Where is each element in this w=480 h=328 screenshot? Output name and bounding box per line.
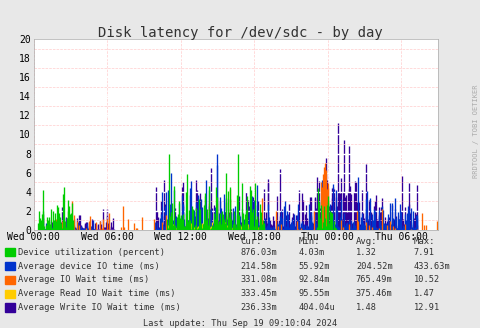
Text: Avg:: Avg: (355, 237, 377, 246)
Text: RRDTOOL / TOBI OETIKER: RRDTOOL / TOBI OETIKER (472, 84, 478, 178)
Text: 55.92m: 55.92m (298, 261, 329, 271)
Text: Last update: Thu Sep 19 09:10:04 2024: Last update: Thu Sep 19 09:10:04 2024 (143, 319, 337, 328)
Text: 95.55m: 95.55m (298, 289, 329, 298)
Bar (5, 248, 15, 256)
Text: 331.08m: 331.08m (240, 275, 276, 284)
Text: 236.33m: 236.33m (240, 303, 276, 312)
Text: 1.48: 1.48 (355, 303, 376, 312)
Text: 1.47: 1.47 (413, 289, 434, 298)
Bar (5, 262, 15, 270)
Text: Average device IO time (ms): Average device IO time (ms) (18, 261, 160, 271)
Text: Average Write IO Wait time (ms): Average Write IO Wait time (ms) (18, 303, 180, 312)
Text: 433.63m: 433.63m (413, 261, 449, 271)
Text: Max:: Max: (413, 237, 434, 246)
Text: 7.91: 7.91 (413, 248, 434, 257)
Text: 92.84m: 92.84m (298, 275, 329, 284)
Text: 404.04u: 404.04u (298, 303, 334, 312)
Text: Average IO Wait time (ms): Average IO Wait time (ms) (18, 275, 149, 284)
Text: Cur:: Cur: (240, 237, 262, 246)
Text: Disk latency for /dev/sdc - by day: Disk latency for /dev/sdc - by day (98, 26, 382, 40)
Text: Device utilization (percent): Device utilization (percent) (18, 248, 165, 257)
Bar (5, 290, 15, 298)
Text: 375.46m: 375.46m (355, 289, 392, 298)
Text: 876.03m: 876.03m (240, 248, 276, 257)
Bar (5, 276, 15, 284)
Text: 4.03m: 4.03m (298, 248, 324, 257)
Bar (5, 303, 15, 312)
Text: Average Read IO Wait time (ms): Average Read IO Wait time (ms) (18, 289, 175, 298)
Text: 12.91: 12.91 (413, 303, 439, 312)
Text: 10.52: 10.52 (413, 275, 439, 284)
Text: 1.32: 1.32 (355, 248, 376, 257)
Text: Min:: Min: (298, 237, 319, 246)
Text: 765.49m: 765.49m (355, 275, 392, 284)
Text: 204.52m: 204.52m (355, 261, 392, 271)
Text: 214.58m: 214.58m (240, 261, 276, 271)
Text: 333.45m: 333.45m (240, 289, 276, 298)
